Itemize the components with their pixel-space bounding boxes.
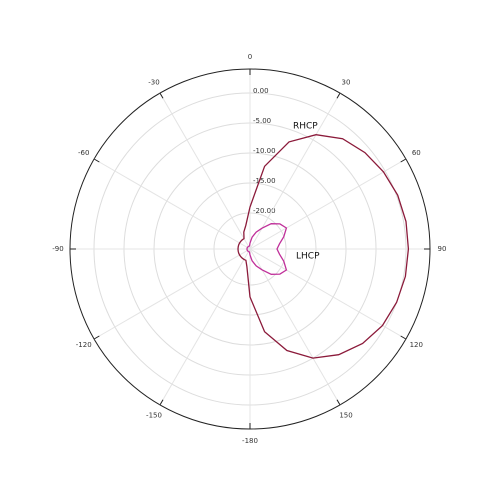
pattern-line <box>246 223 288 275</box>
theta-tick-label: 90 <box>438 245 447 253</box>
grid-spoke <box>159 248 251 406</box>
series-label: RHCP <box>293 122 318 132</box>
theta-tick <box>159 399 164 406</box>
grid-spoke <box>249 92 341 250</box>
theta-tick <box>159 92 164 99</box>
theta-tick <box>400 335 407 340</box>
grid-spoke <box>93 158 251 250</box>
theta-tick-label: 30 <box>342 79 351 87</box>
theta-tick <box>93 158 100 163</box>
theta-tick <box>336 92 341 99</box>
theta-tick-label: 120 <box>410 341 423 349</box>
r-tick-label: -10.00 <box>253 147 276 155</box>
r-tick-label: -5.00 <box>253 117 271 125</box>
theta-tick-label: -30 <box>148 79 159 87</box>
grid-spoke <box>159 92 251 250</box>
theta-tick-label: -120 <box>76 341 92 349</box>
theta-tick-label: 60 <box>412 149 421 157</box>
grid-spoke <box>249 248 341 406</box>
theta-tick <box>400 158 407 163</box>
theta-tick-label: 0 <box>248 53 252 61</box>
theta-tick-label: -90 <box>52 245 63 253</box>
theta-tick-label: -60 <box>78 149 89 157</box>
r-tick-label: -20.00 <box>253 207 276 215</box>
theta-tick-label: -150 <box>146 411 162 419</box>
r-tick-label: 0.00 <box>253 87 269 95</box>
grid-spoke <box>249 158 407 250</box>
grid-spoke <box>93 248 251 340</box>
pattern-line <box>237 134 410 359</box>
series-label: LHCP <box>296 252 320 262</box>
theta-tick <box>336 399 341 406</box>
theta-tick-label: -180 <box>242 437 258 445</box>
grid-spoke <box>249 248 407 340</box>
theta-tick-label: 150 <box>339 411 352 419</box>
theta-tick <box>93 335 100 340</box>
r-tick-label: -15.00 <box>253 177 276 185</box>
